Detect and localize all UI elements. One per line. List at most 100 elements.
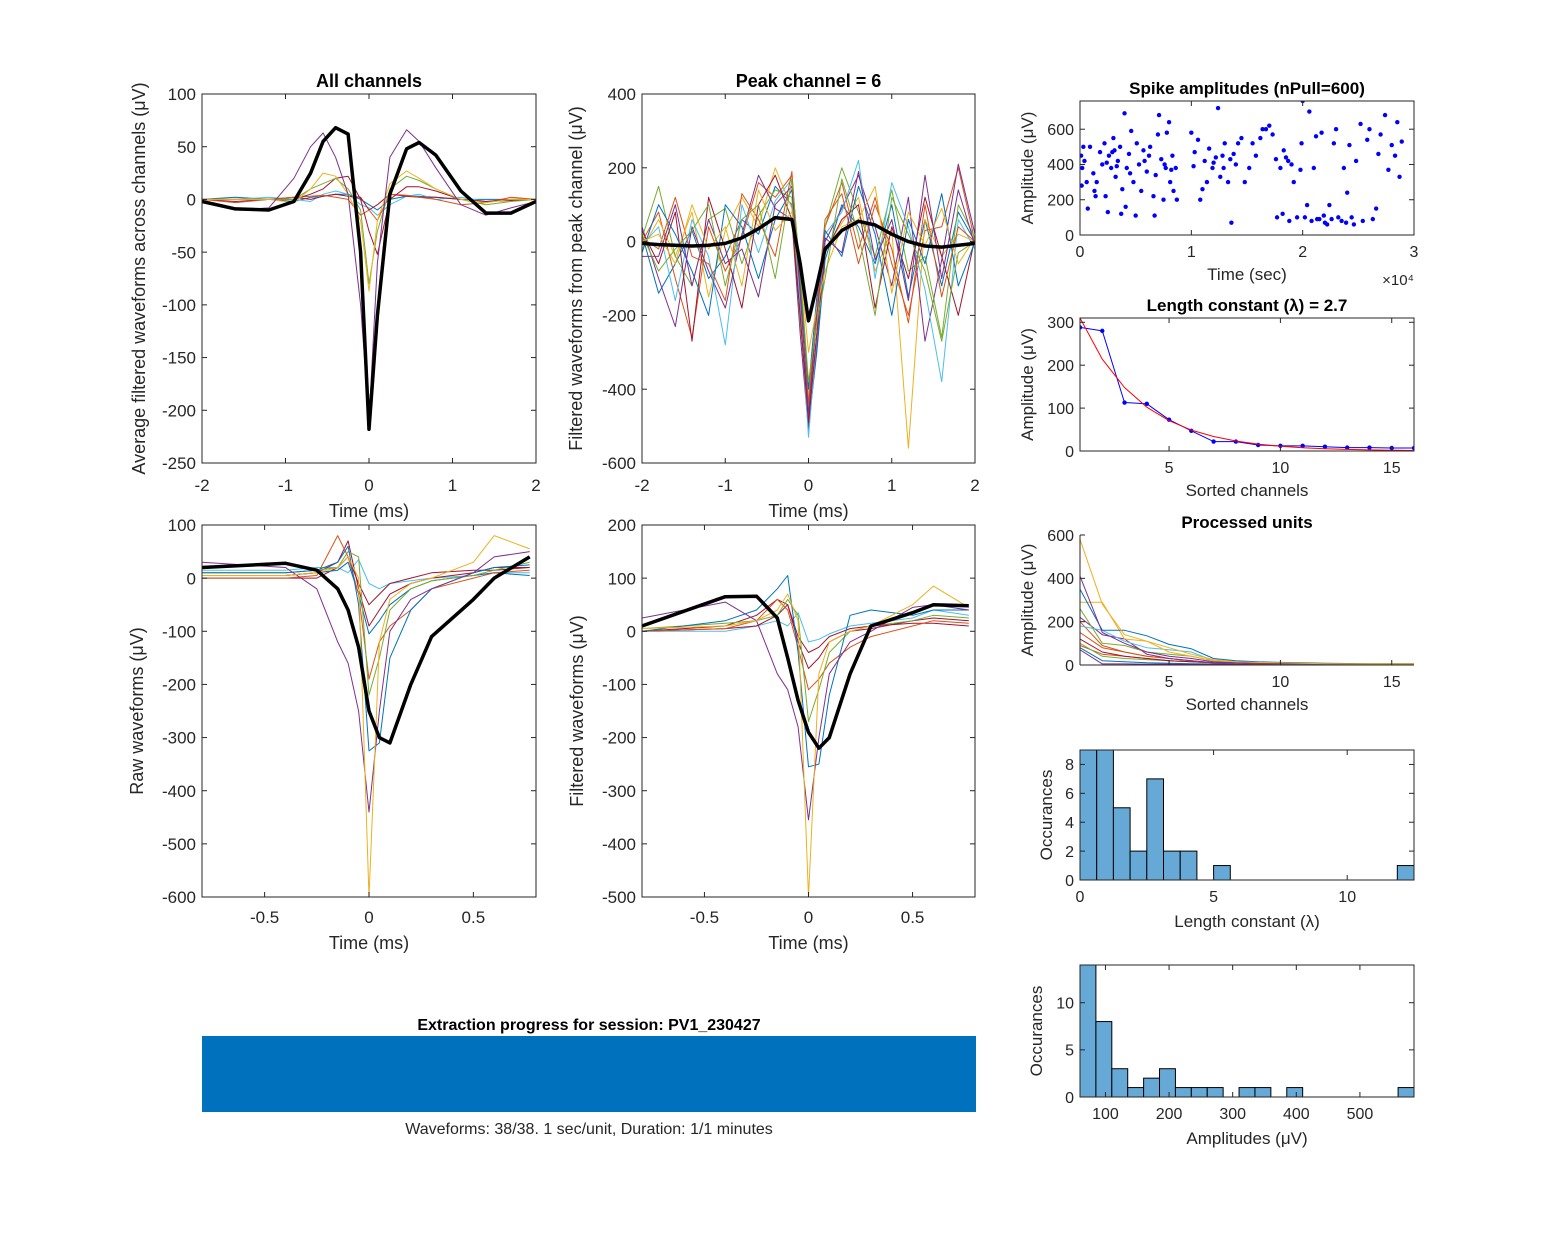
scatter-point xyxy=(1250,141,1255,146)
y-tick-label: -600 xyxy=(602,454,636,473)
x-tick-label: -2 xyxy=(634,476,649,495)
scatter-point xyxy=(1382,112,1388,118)
y-tick-label: 100 xyxy=(168,85,196,104)
y-axis-label: Occurances xyxy=(1027,986,1046,1077)
scatter-point xyxy=(1331,141,1337,146)
series-line xyxy=(1080,601,1414,665)
scatter-point xyxy=(1191,164,1196,169)
scatter-point xyxy=(1321,213,1327,218)
progress-title: Extraction progress for session: PV1_230… xyxy=(417,1017,760,1034)
scatter-point xyxy=(1151,194,1156,199)
scatter-point xyxy=(1142,158,1147,164)
y-tick-label: 200 xyxy=(1047,358,1074,375)
histogram-bar xyxy=(1190,1087,1208,1097)
plot-area xyxy=(202,535,531,897)
histogram-bar xyxy=(1174,1087,1192,1097)
series-line xyxy=(642,185,975,390)
scatter-point xyxy=(1170,153,1175,158)
series-marker xyxy=(1300,443,1305,449)
y-axis-label: Filtered waveforms from peak channel (μV… xyxy=(566,106,586,451)
scatter-point xyxy=(1097,149,1103,155)
series-line xyxy=(642,178,975,383)
scatter-point xyxy=(1173,165,1178,171)
chart-title: Length constant (λ) = 2.7 xyxy=(1147,296,1348,315)
scatter-point xyxy=(1278,165,1283,171)
scatter-point xyxy=(1100,162,1105,167)
scatter-point xyxy=(1189,130,1194,135)
histogram-bar xyxy=(1238,1087,1256,1097)
scatter-point xyxy=(1333,127,1339,132)
x-tick-label: 0.5 xyxy=(901,908,925,927)
scatter-point xyxy=(1386,167,1391,172)
scatter-point xyxy=(1376,151,1381,157)
scatter-point xyxy=(1161,197,1166,202)
y-tick-label: 0 xyxy=(1065,1090,1074,1107)
y-tick-label: 200 xyxy=(1047,192,1074,209)
series-line xyxy=(1080,632,1414,665)
scatter-point xyxy=(1260,127,1265,132)
series-marker xyxy=(1322,444,1328,449)
series-line xyxy=(642,585,970,897)
x-tick-label: 10 xyxy=(1272,674,1290,691)
x-tick-label: 2 xyxy=(970,476,979,495)
scatter-point xyxy=(1378,132,1383,137)
scatter-point xyxy=(1084,179,1089,185)
scatter-point xyxy=(1114,164,1119,169)
series-line xyxy=(1080,539,1414,665)
y-tick-label: 200 xyxy=(608,159,636,178)
scatter-point xyxy=(1304,202,1310,208)
scatter-point xyxy=(1118,211,1124,217)
chart-title: Spike amplitudes (nPull=600) xyxy=(1129,79,1365,98)
scatter-point xyxy=(1139,188,1144,194)
y-tick-label: 300 xyxy=(1047,315,1074,332)
series-line xyxy=(642,604,969,653)
scatter-point xyxy=(1104,160,1109,165)
scatter-point xyxy=(1110,149,1115,155)
scatter-point xyxy=(1115,158,1121,164)
axes-box xyxy=(1079,317,1415,452)
series-line xyxy=(642,185,975,353)
series-marker xyxy=(1345,445,1350,450)
scatter-point xyxy=(1313,134,1319,139)
mean-waveform-line xyxy=(642,215,975,323)
y-tick-label: 0 xyxy=(1065,873,1074,890)
y-tick-label: 100 xyxy=(168,516,196,535)
scatter-point xyxy=(1228,156,1233,162)
scatter-point xyxy=(1103,194,1108,199)
scatter-point xyxy=(1336,215,1341,220)
y-axis-label: Amplitude (μV) xyxy=(1018,328,1037,441)
scatter-point xyxy=(1102,141,1107,146)
plot-area xyxy=(642,575,970,897)
progress-panel: Extraction progress for session: PV1_230… xyxy=(202,1017,976,1138)
scatter-point xyxy=(1198,197,1203,202)
series-line xyxy=(642,167,975,449)
plot-area xyxy=(1080,750,1414,880)
scatter-point xyxy=(1392,153,1398,158)
y-tick-label: 0 xyxy=(627,622,636,641)
scatter-point xyxy=(1220,153,1225,158)
axes-box xyxy=(1079,964,1415,1098)
scatter-point xyxy=(1353,158,1359,164)
scatter-point xyxy=(1349,215,1354,220)
plot-area xyxy=(1080,965,1414,1097)
series-line xyxy=(202,129,536,422)
x-axis-label: Time (ms) xyxy=(768,933,848,953)
y-tick-label: 0 xyxy=(187,569,196,588)
scatter-point xyxy=(1389,142,1394,148)
scatter-point xyxy=(1127,171,1133,176)
y-tick-label: 400 xyxy=(1047,157,1074,174)
y-axis-label: Filtered waveforms (μV) xyxy=(567,615,587,806)
scatter-point xyxy=(1111,135,1116,141)
scatter-point xyxy=(1159,156,1164,162)
series-line xyxy=(202,556,530,606)
scatter-point xyxy=(1082,158,1087,164)
y-tick-label: 4 xyxy=(1065,815,1074,832)
chart-title: All channels xyxy=(316,71,422,91)
scatter-point xyxy=(1174,197,1180,202)
x-axis-label: Sorted channels xyxy=(1186,481,1309,500)
scatter-point xyxy=(1273,156,1279,162)
chart-title: Processed units xyxy=(1181,513,1312,532)
scatter-point xyxy=(1204,179,1210,185)
chart-title: Peak channel = 6 xyxy=(736,71,882,91)
